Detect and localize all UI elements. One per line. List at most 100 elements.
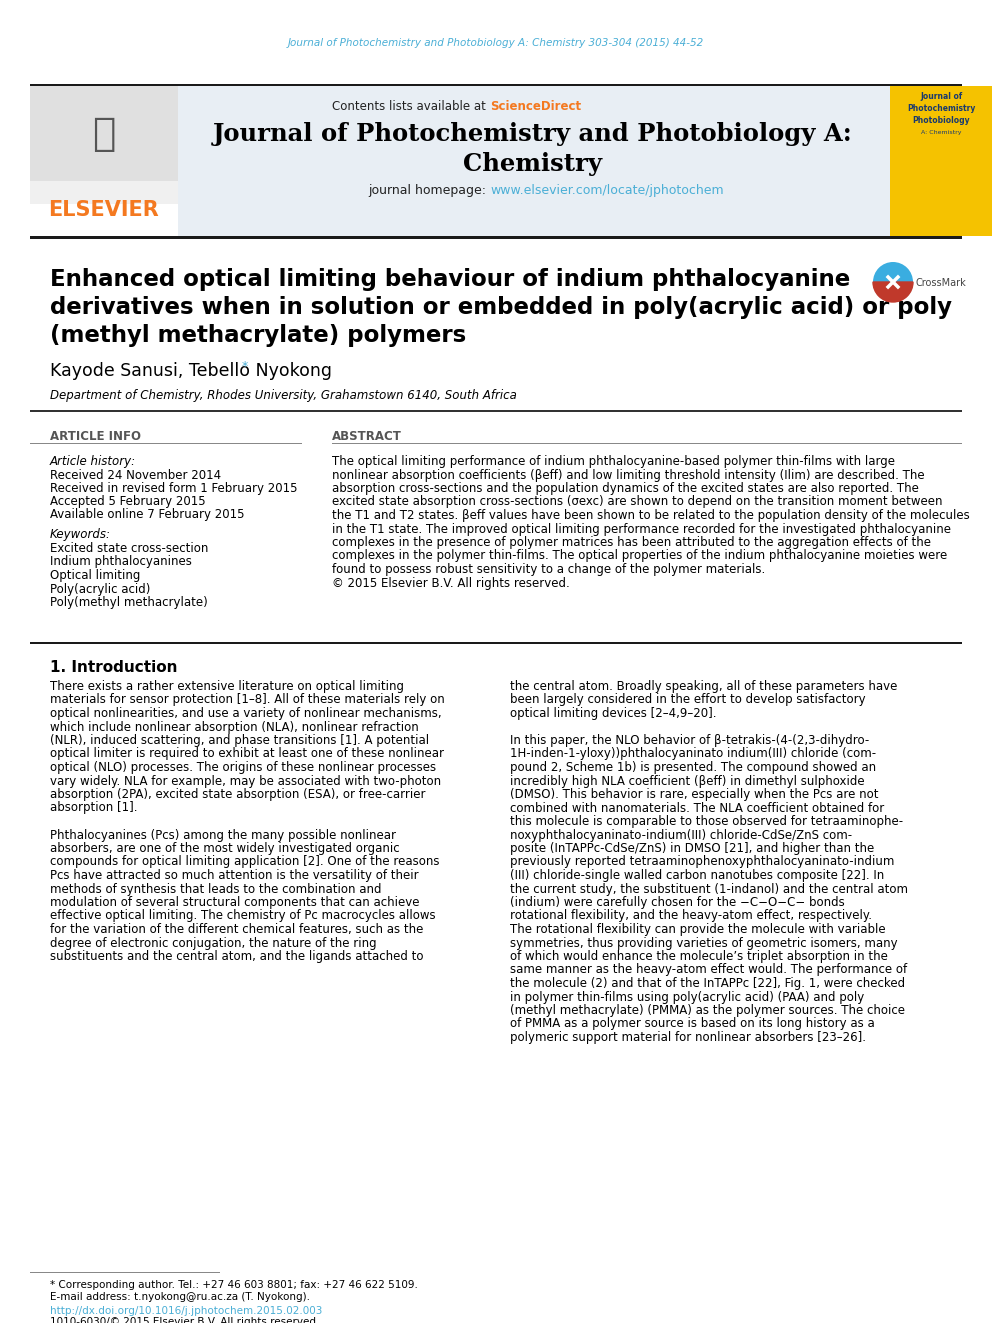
Text: compounds for optical limiting application [2]. One of the reasons: compounds for optical limiting applicati… <box>50 856 439 868</box>
Text: Available online 7 February 2015: Available online 7 February 2015 <box>50 508 244 521</box>
Text: in the T1 state. The improved optical limiting performance recorded for the inve: in the T1 state. The improved optical li… <box>332 523 951 536</box>
Text: Kayode Sanusi, Tebello Nyokong: Kayode Sanusi, Tebello Nyokong <box>50 363 332 380</box>
Text: the current study, the substituent (1-indanol) and the central atom: the current study, the substituent (1-in… <box>510 882 908 896</box>
Text: vary widely. NLA for example, may be associated with two-photon: vary widely. NLA for example, may be ass… <box>50 774 441 787</box>
Text: absorption [1].: absorption [1]. <box>50 802 138 815</box>
Text: optical (NLO) processes. The origins of these nonlinear processes: optical (NLO) processes. The origins of … <box>50 761 436 774</box>
Text: www.elsevier.com/locate/jphotochem: www.elsevier.com/locate/jphotochem <box>490 184 723 197</box>
Text: absorption (2PA), excited state absorption (ESA), or free-carrier: absorption (2PA), excited state absorpti… <box>50 789 426 800</box>
Text: journal homepage:: journal homepage: <box>368 184 490 197</box>
Text: © 2015 Elsevier B.V. All rights reserved.: © 2015 Elsevier B.V. All rights reserved… <box>332 577 569 590</box>
Text: degree of electronic conjugation, the nature of the ring: degree of electronic conjugation, the na… <box>50 937 377 950</box>
Text: effective optical limiting. The chemistry of Pc macrocycles allows: effective optical limiting. The chemistr… <box>50 909 435 922</box>
Text: absorption cross-sections and the population dynamics of the excited states are : absorption cross-sections and the popula… <box>332 482 919 495</box>
Text: pound 2, Scheme 1b) is presented. The compound showed an: pound 2, Scheme 1b) is presented. The co… <box>510 761 876 774</box>
Bar <box>30 410 962 411</box>
Text: complexes in the polymer thin-films. The optical properties of the indium phthal: complexes in the polymer thin-films. The… <box>332 549 947 562</box>
Text: http://dx.doi.org/10.1016/j.jphotochem.2015.02.003: http://dx.doi.org/10.1016/j.jphotochem.2… <box>50 1306 322 1316</box>
Text: Phthalocyanines (Pcs) among the many possible nonlinear: Phthalocyanines (Pcs) among the many pos… <box>50 828 396 841</box>
Text: Journal of
Photochemistry
Photobiology: Journal of Photochemistry Photobiology <box>907 93 975 124</box>
Text: Poly(methyl methacrylate): Poly(methyl methacrylate) <box>50 595 207 609</box>
Text: Chemistry: Chemistry <box>463 152 602 176</box>
Text: ABSTRACT: ABSTRACT <box>332 430 402 443</box>
Text: symmetries, thus providing varieties of geometric isomers, many: symmetries, thus providing varieties of … <box>510 937 898 950</box>
Text: the molecule (2) and that of the InTAPPc [22], Fig. 1, were checked: the molecule (2) and that of the InTAPPc… <box>510 976 905 990</box>
Text: been largely considered in the effort to develop satisfactory: been largely considered in the effort to… <box>510 693 866 706</box>
Text: rotational flexibility, and the heavy-atom effect, respectively.: rotational flexibility, and the heavy-at… <box>510 909 872 922</box>
Text: this molecule is comparable to those observed for tetraaminophe-: this molecule is comparable to those obs… <box>510 815 903 828</box>
Text: CrossMark: CrossMark <box>915 278 966 288</box>
Text: (methyl methacrylate) polymers: (methyl methacrylate) polymers <box>50 324 466 347</box>
Text: materials for sensor protection [1–8]. All of these materials rely on: materials for sensor protection [1–8]. A… <box>50 693 444 706</box>
Text: ARTICLE INFO: ARTICLE INFO <box>50 430 141 443</box>
Text: Indium phthalocyanines: Indium phthalocyanines <box>50 556 191 569</box>
Text: Journal of Photochemistry and Photobiology A:: Journal of Photochemistry and Photobiolo… <box>213 122 853 146</box>
Text: In this paper, the NLO behavior of β-tetrakis-(4-(2,3-dihydro-: In this paper, the NLO behavior of β-tet… <box>510 734 869 747</box>
Text: (NLR), induced scattering, and phase transitions [1]. A potential: (NLR), induced scattering, and phase tra… <box>50 734 430 747</box>
Text: which include nonlinear absorption (NLA), nonlinear refraction: which include nonlinear absorption (NLA)… <box>50 721 419 733</box>
Text: E-mail address: t.nyokong@ru.ac.za (T. Nyokong).: E-mail address: t.nyokong@ru.ac.za (T. N… <box>50 1293 310 1302</box>
Bar <box>30 235 962 239</box>
Text: The rotational flexibility can provide the molecule with variable: The rotational flexibility can provide t… <box>510 923 886 935</box>
Text: 1. Introduction: 1. Introduction <box>50 660 178 675</box>
Text: same manner as the heavy-atom effect would. The performance of: same manner as the heavy-atom effect wou… <box>510 963 907 976</box>
Text: polymeric support material for nonlinear absorbers [23–26].: polymeric support material for nonlinear… <box>510 1031 866 1044</box>
Bar <box>890 86 992 235</box>
Text: There exists a rather extensive literature on optical limiting: There exists a rather extensive literatu… <box>50 680 404 693</box>
Bar <box>890 86 992 235</box>
Text: absorbers, are one of the most widely investigated organic: absorbers, are one of the most widely in… <box>50 841 400 855</box>
Text: of which would enhance the molecule’s triplet absorption in the: of which would enhance the molecule’s tr… <box>510 950 888 963</box>
Bar <box>30 86 178 181</box>
Text: found to possess robust sensitivity to a change of the polymer materials.: found to possess robust sensitivity to a… <box>332 564 765 576</box>
Text: modulation of several structural components that can achieve: modulation of several structural compone… <box>50 896 420 909</box>
Text: posite (InTAPPc-CdSe/ZnS) in DMSO [21], and higher than the: posite (InTAPPc-CdSe/ZnS) in DMSO [21], … <box>510 841 874 855</box>
Text: Article history:: Article history: <box>50 455 136 468</box>
Text: A: Chemistry: A: Chemistry <box>921 130 961 135</box>
Text: 🌳: 🌳 <box>92 115 116 153</box>
Bar <box>30 83 962 86</box>
Bar <box>178 86 890 235</box>
Wedge shape <box>873 282 913 302</box>
Text: Department of Chemistry, Rhodes University, Grahamstown 6140, South Africa: Department of Chemistry, Rhodes Universi… <box>50 389 517 402</box>
Text: Received in revised form 1 February 2015: Received in revised form 1 February 2015 <box>50 482 298 495</box>
Text: optical nonlinearities, and use a variety of nonlinear mechanisms,: optical nonlinearities, and use a variet… <box>50 706 441 720</box>
Text: The optical limiting performance of indium phthalocyanine-based polymer thin-fil: The optical limiting performance of indi… <box>332 455 895 468</box>
Text: *: * <box>242 360 248 373</box>
Text: optical limiter is required to exhibit at least one of these nonlinear: optical limiter is required to exhibit a… <box>50 747 444 761</box>
Text: complexes in the presence of polymer matrices has been attributed to the aggrega: complexes in the presence of polymer mat… <box>332 536 931 549</box>
Text: (III) chloride-single walled carbon nanotubes composite [22]. In: (III) chloride-single walled carbon nano… <box>510 869 884 882</box>
Text: (methyl methacrylate) (PMMA) as the polymer sources. The choice: (methyl methacrylate) (PMMA) as the poly… <box>510 1004 905 1017</box>
Text: optical limiting devices [2–4,9–20].: optical limiting devices [2–4,9–20]. <box>510 706 716 720</box>
Bar <box>30 642 962 643</box>
Text: the central atom. Broadly speaking, all of these parameters have: the central atom. Broadly speaking, all … <box>510 680 898 693</box>
Text: Journal of Photochemistry and Photobiology A: Chemistry 303-304 (2015) 44-52: Journal of Photochemistry and Photobiolo… <box>288 38 704 48</box>
Text: Contents lists available at: Contents lists available at <box>332 101 490 112</box>
Text: Received 24 November 2014: Received 24 November 2014 <box>50 468 221 482</box>
Text: * Corresponding author. Tel.: +27 46 603 8801; fax: +27 46 622 5109.: * Corresponding author. Tel.: +27 46 603… <box>50 1279 418 1290</box>
Text: (DMSO). This behavior is rare, especially when the Pcs are not: (DMSO). This behavior is rare, especiall… <box>510 789 879 800</box>
Text: Optical limiting: Optical limiting <box>50 569 141 582</box>
Text: Excited state cross-section: Excited state cross-section <box>50 542 208 556</box>
Text: noxyphthalocyaninato-indium(III) chloride-CdSe/ZnS com-: noxyphthalocyaninato-indium(III) chlorid… <box>510 828 852 841</box>
Text: 1H-inden-1-yloxy))phthalocyaninato indium(III) chloride (com-: 1H-inden-1-yloxy))phthalocyaninato indiu… <box>510 747 876 761</box>
Text: in polymer thin-films using poly(acrylic acid) (PAA) and poly: in polymer thin-films using poly(acrylic… <box>510 991 864 1004</box>
Text: methods of synthesis that leads to the combination and: methods of synthesis that leads to the c… <box>50 882 382 896</box>
Text: nonlinear absorption coefficients (βeff) and low limiting threshold intensity (I: nonlinear absorption coefficients (βeff)… <box>332 468 925 482</box>
Text: Pcs have attracted so much attention is the versatility of their: Pcs have attracted so much attention is … <box>50 869 419 882</box>
Text: substituents and the central atom, and the ligands attached to: substituents and the central atom, and t… <box>50 950 424 963</box>
Text: Accepted 5 February 2015: Accepted 5 February 2015 <box>50 495 205 508</box>
Text: Enhanced optical limiting behaviour of indium phthalocyanine: Enhanced optical limiting behaviour of i… <box>50 269 850 291</box>
Text: excited state absorption cross-sections (σexc) are shown to depend on the transi: excited state absorption cross-sections … <box>332 496 942 508</box>
Text: incredibly high NLA coefficient (βeff) in dimethyl sulphoxide: incredibly high NLA coefficient (βeff) i… <box>510 774 865 787</box>
Text: of PMMA as a polymer source is based on its long history as a: of PMMA as a polymer source is based on … <box>510 1017 875 1031</box>
Text: derivatives when in solution or embedded in poly(acrylic acid) or poly: derivatives when in solution or embedded… <box>50 296 952 319</box>
Text: previously reported tetraaminophenoxyphthalocyaninato-indium: previously reported tetraaminophenoxypht… <box>510 856 895 868</box>
Text: ScienceDirect: ScienceDirect <box>490 101 581 112</box>
Text: Keywords:: Keywords: <box>50 528 111 541</box>
Text: (indium) were carefully chosen for the −C−O−C− bonds: (indium) were carefully chosen for the −… <box>510 896 845 909</box>
Text: combined with nanomaterials. The NLA coefficient obtained for: combined with nanomaterials. The NLA coe… <box>510 802 884 815</box>
Text: ELSEVIER: ELSEVIER <box>49 200 160 220</box>
Text: for the variation of the different chemical features, such as the: for the variation of the different chemi… <box>50 923 424 935</box>
Circle shape <box>873 262 913 302</box>
Bar <box>30 86 178 204</box>
